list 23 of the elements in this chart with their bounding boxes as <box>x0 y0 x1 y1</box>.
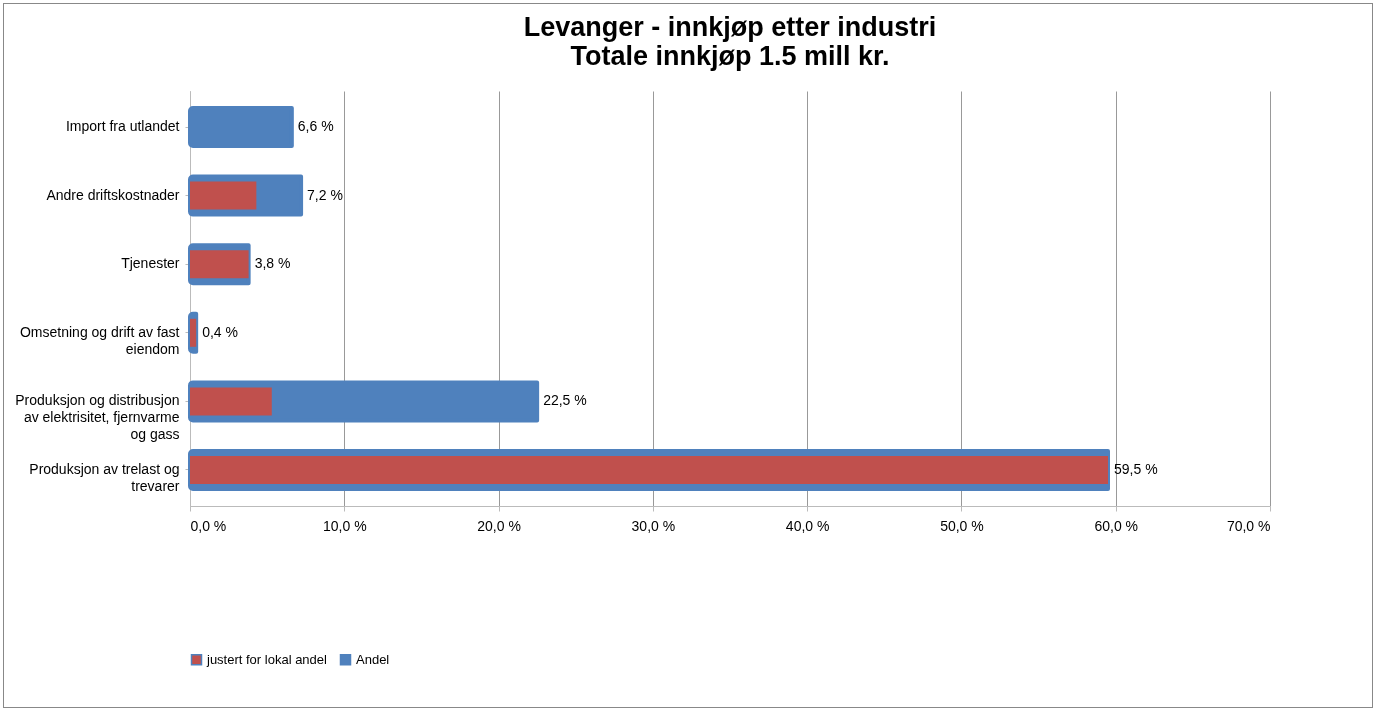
x-tick-label: 10,0 % <box>322 517 367 534</box>
x-tick-label: 30,0 % <box>631 517 676 534</box>
y-tick-label: Andre driftskostnader <box>46 186 180 203</box>
y-tick-label: Produksjon av trelast og trevarer <box>29 460 180 494</box>
x-tick-label: 60,0 % <box>1094 517 1139 534</box>
y-tick-label: Produksjon og distribusjon av elektrisitet, fjernvarme og gass <box>15 392 180 443</box>
data-label: 0,4 % <box>202 323 238 340</box>
x-tick-label: 50,0 % <box>940 517 984 534</box>
data-label: 6,6 % <box>297 118 334 135</box>
data-label: 3,8 % <box>254 255 291 272</box>
data-label: 22,5 % <box>543 392 587 409</box>
data-label: 59,5 % <box>1114 460 1158 477</box>
legend-label: justert for lokal andel <box>206 651 328 667</box>
x-tick-label: 40,0 % <box>785 517 830 534</box>
legend-label: Andel <box>356 651 390 667</box>
chart-title: Levanger - innkjøp etter industri Totale innkjøp 1.5 mill kr. <box>523 12 937 71</box>
x-tick-label: 0,0 % <box>190 517 227 534</box>
y-tick-label: Import fra utlandet <box>65 118 180 135</box>
y-tick-label: Tjenester <box>121 255 180 272</box>
data-label: 7,2 % <box>307 186 343 203</box>
y-tick-label: Omsetning og drift av fast eiendom <box>19 323 180 357</box>
x-tick-label: 20,0 % <box>477 517 521 534</box>
x-tick-label: 70,0 % <box>1226 517 1271 534</box>
